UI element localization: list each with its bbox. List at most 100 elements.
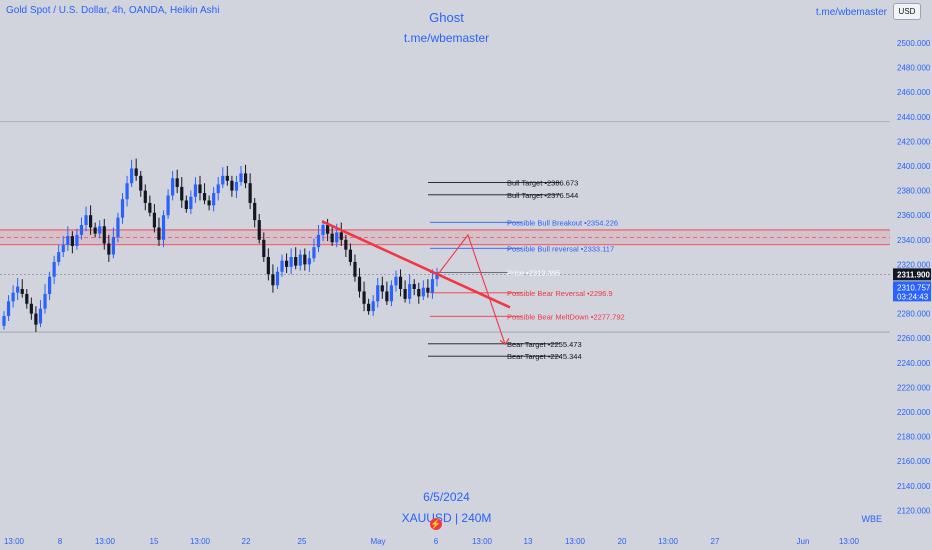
candle-body [66, 236, 70, 245]
candle-body [426, 287, 430, 293]
candle-body [161, 215, 166, 240]
candle-body [180, 186, 184, 201]
price-tick-label: 2240.000 [897, 359, 931, 368]
level-label-0: Bull Target •2386.673 [507, 178, 578, 187]
trend-layer [321, 220, 511, 346]
candle-body [57, 252, 61, 262]
candle-body [152, 212, 157, 228]
time-tick-label: 8 [58, 537, 63, 546]
watermark-link: t.me/wbemaster [815, 7, 887, 18]
candle-body [193, 184, 198, 197]
candle-body [125, 183, 129, 200]
candle-body [189, 196, 193, 210]
candle-body [143, 190, 147, 203]
candle-body [257, 220, 261, 240]
candle-body [111, 237, 115, 255]
candle-body [430, 279, 435, 293]
bar-countdown: 03:24:43 [897, 292, 929, 301]
overlay-symbol-interval: XAUUSD | 240M [401, 511, 492, 525]
candle-body [89, 215, 93, 228]
candle-body [6, 301, 11, 317]
candles-layer [2, 158, 439, 333]
candle-body [47, 276, 52, 294]
candle-body [380, 285, 384, 292]
candle-body [130, 168, 134, 184]
candle-body [275, 271, 280, 286]
zones-layer [0, 229, 890, 246]
candle-body [312, 247, 316, 259]
time-tick-label: 13 [524, 537, 533, 546]
candle-body [321, 225, 325, 235]
candle-body [339, 232, 343, 240]
current-price-value: 2311.900 [897, 270, 930, 279]
level-label-3: Possible Bull reversal •2333.117 [507, 244, 614, 253]
candle-body [38, 308, 43, 324]
price-tick-label: 2360.000 [897, 211, 931, 220]
candle-body [435, 273, 439, 280]
candle-body [248, 183, 252, 203]
corner-tag: WBE [861, 514, 882, 524]
candle-body [171, 178, 175, 196]
level-label-2: Possible Bull Breakout •2354.226 [507, 218, 618, 227]
candle-body [398, 276, 403, 289]
candle-body [120, 199, 125, 218]
price-tick-label: 2220.000 [897, 383, 931, 392]
price-tick-label: 2380.000 [897, 187, 931, 196]
price-tick-label: 2160.000 [897, 457, 931, 466]
candle-body [157, 227, 161, 240]
current-price-tag [893, 268, 931, 281]
candle-body [344, 239, 348, 250]
heikin-ashi-price-value: 2310.757 [897, 283, 931, 292]
time-tick-label: 25 [298, 537, 307, 546]
price-tick-label: 2340.000 [897, 236, 931, 245]
time-tick-label: 13:00 [95, 537, 116, 546]
time-axis-layer: 13:00 8 13:00 15 13:00 22 25 May 6 13:00 13 13:00 20… [4, 537, 860, 546]
candle-body [403, 289, 407, 299]
candle-body [148, 202, 152, 213]
time-tick-label: May [370, 537, 385, 546]
candle-body [11, 292, 15, 302]
candle-body [52, 261, 56, 277]
candle-body [107, 243, 111, 255]
time-tick-label: 13:00 [472, 537, 493, 546]
candle-body [303, 254, 307, 265]
price-tick-label: 2200.000 [897, 408, 931, 417]
candle-body [385, 291, 389, 302]
candle-body [134, 168, 138, 176]
candle-body [376, 285, 380, 302]
price-tick-label: 2180.000 [897, 433, 931, 442]
candle-body [216, 184, 220, 194]
time-tick-label: 6 [434, 537, 439, 546]
candle-body [207, 200, 211, 206]
candle-body [20, 289, 24, 294]
symbol-title[interactable]: Gold Spot / U.S. Dollar, 4h, OANDA, Heik… [6, 5, 220, 16]
candle-body [367, 303, 371, 312]
candle-body [335, 232, 339, 243]
candle-body [262, 239, 266, 258]
price-tick-label: 2120.000 [897, 506, 931, 515]
price-tick-label: 2320.000 [897, 260, 931, 269]
lightning-bolt-icon[interactable]: ⚡ [430, 518, 442, 530]
time-tick-label: Jun [797, 537, 810, 546]
candle-body [198, 184, 202, 194]
candle-body [98, 226, 102, 234]
level-label-6: Possible Bear MeltDown •2277.792 [507, 312, 625, 321]
currency-button[interactable]: USD [893, 3, 921, 20]
candle-body [289, 257, 293, 267]
candle-body [280, 260, 284, 272]
time-tick-label: 13:00 [658, 537, 679, 546]
level-label-5: Possible Bear Reversal •2296.9 [507, 289, 613, 298]
bear-trend-line [321, 220, 511, 309]
candle-body [202, 193, 207, 201]
candle-body [417, 289, 421, 297]
price-tick-label: 2480.000 [897, 64, 931, 73]
candle-body [175, 178, 179, 187]
price-tick-label: 2460.000 [897, 88, 931, 97]
candle-body [225, 175, 229, 181]
price-tick-label: 2280.000 [897, 310, 931, 319]
price-tick-label: 2140.000 [897, 482, 931, 491]
candle-body [139, 175, 143, 191]
price-tick-label: 2500.000 [897, 39, 931, 48]
overlay-date: 6/5/2024 [423, 490, 470, 504]
